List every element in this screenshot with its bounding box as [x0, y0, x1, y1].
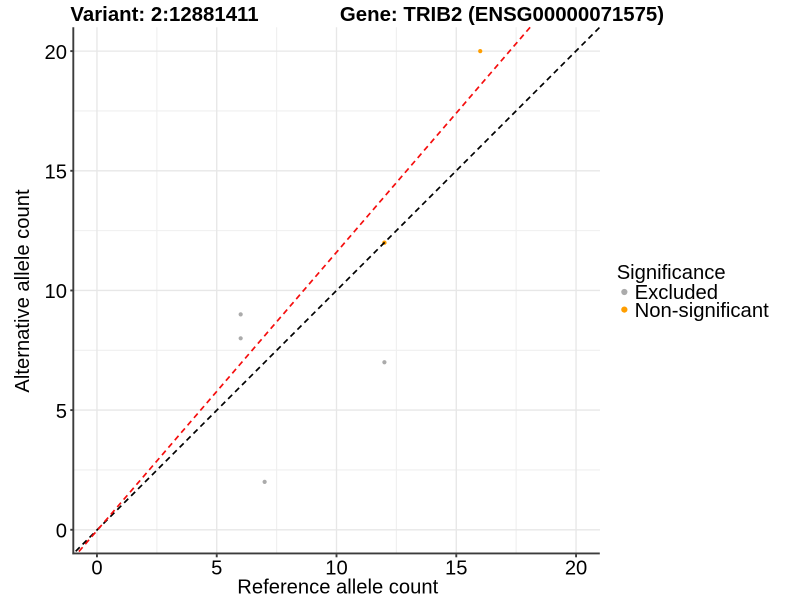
svg-text:20: 20	[45, 42, 67, 64]
svg-text:Alternative allele count: Alternative allele count	[12, 189, 34, 393]
svg-text:10: 10	[45, 281, 67, 303]
svg-text:15: 15	[45, 161, 67, 183]
svg-text:20: 20	[565, 558, 587, 580]
svg-text:Gene: TRIB2 (ENSG00000071575): Gene: TRIB2 (ENSG00000071575)	[340, 4, 664, 26]
svg-text:Excluded: Excluded	[635, 282, 718, 304]
svg-text:10: 10	[325, 558, 347, 580]
svg-text:0: 0	[91, 558, 102, 580]
svg-text:0: 0	[56, 520, 67, 542]
svg-text:15: 15	[445, 558, 467, 580]
svg-text:5: 5	[56, 401, 67, 423]
svg-text:Reference allele count: Reference allele count	[237, 576, 438, 598]
svg-text:Non-significant: Non-significant	[635, 300, 770, 322]
svg-text:Variant: 2:12881411: Variant: 2:12881411	[70, 4, 258, 26]
svg-text:5: 5	[211, 558, 222, 580]
svg-text:Significance: Significance	[617, 262, 726, 284]
